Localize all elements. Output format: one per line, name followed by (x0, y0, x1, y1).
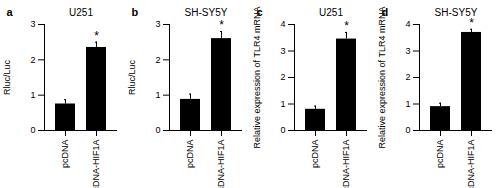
svg-text:1: 1 (405, 99, 410, 109)
svg-text:1: 1 (155, 90, 160, 100)
svg-text:2: 2 (280, 72, 285, 82)
svg-text:U251: U251 (69, 7, 93, 18)
svg-text:*: * (94, 29, 99, 43)
svg-text:SH-SY5Y: SH-SY5Y (185, 7, 228, 18)
svg-text:Relative expression of TLR4 mR: Relative expression of TLR4 mRNA (252, 7, 262, 149)
svg-text:3: 3 (280, 46, 285, 56)
svg-text:3: 3 (405, 46, 410, 56)
svg-text:2: 2 (405, 72, 410, 82)
svg-text:pcDNA: pcDNA (60, 140, 70, 169)
svg-text:0: 0 (155, 125, 160, 135)
svg-text:pcDNA-HIF1A: pcDNA-HIF1A (91, 140, 101, 188)
svg-text:*: * (469, 16, 474, 30)
svg-text:Rluc/Luc: Rluc/Luc (2, 59, 12, 95)
svg-text:*: * (344, 19, 349, 33)
svg-text:3: 3 (30, 19, 35, 29)
svg-text:Relative expression of TLR4 mR: Relative expression of TLR4 mRNA (377, 7, 387, 149)
svg-text:b: b (132, 6, 139, 18)
svg-text:*: * (219, 18, 224, 32)
svg-text:2: 2 (155, 55, 160, 65)
svg-text:pcDNA: pcDNA (185, 140, 195, 169)
svg-text:pcDNA-HIF1A: pcDNA-HIF1A (341, 140, 351, 188)
svg-text:pcDNA-HIF1A: pcDNA-HIF1A (466, 140, 476, 188)
svg-text:4: 4 (280, 19, 285, 29)
svg-text:pcDNA: pcDNA (310, 140, 320, 169)
svg-text:c: c (257, 6, 263, 18)
svg-text:1: 1 (280, 99, 285, 109)
svg-text:d: d (382, 6, 389, 18)
svg-text:4: 4 (405, 19, 410, 29)
svg-text:Rluc/Luc: Rluc/Luc (127, 59, 137, 95)
svg-text:a: a (7, 6, 14, 18)
svg-text:3: 3 (155, 19, 160, 29)
svg-text:1: 1 (30, 90, 35, 100)
svg-text:0: 0 (280, 125, 285, 135)
svg-text:0: 0 (30, 125, 35, 135)
svg-text:pcDNA-HIF1A: pcDNA-HIF1A (216, 140, 226, 188)
svg-text:SH-SY5Y: SH-SY5Y (435, 7, 478, 18)
svg-text:2: 2 (30, 55, 35, 65)
svg-text:0: 0 (405, 125, 410, 135)
svg-text:pcDNA: pcDNA (435, 140, 445, 169)
svg-text:U251: U251 (319, 7, 343, 18)
